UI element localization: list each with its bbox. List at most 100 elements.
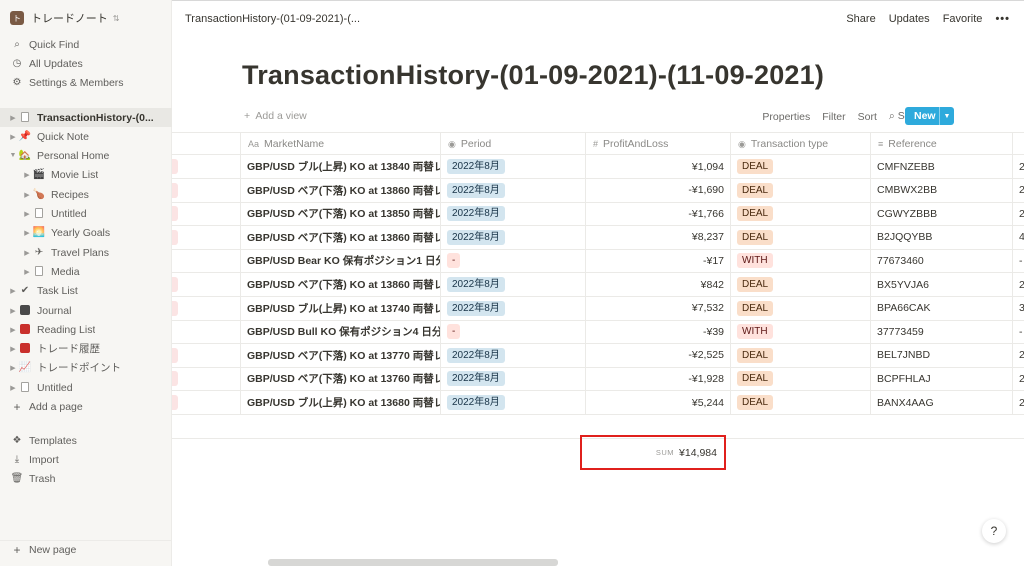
- updates-button[interactable]: Updates: [888, 13, 930, 25]
- sidebar-item-trade-history[interactable]: ▶ トレード履歴: [0, 339, 172, 358]
- workspace-switcher[interactable]: ト トレードノート ⇅: [0, 8, 172, 28]
- import-button[interactable]: ⤓ Import: [0, 450, 172, 469]
- column-header-extra[interactable]: [1012, 133, 1024, 155]
- market-name-cell[interactable]: GBP/USD ベア(下落) KO at 13860 両替レート: [240, 225, 440, 249]
- sum-calculation[interactable]: SUM ¥14,984: [580, 435, 726, 470]
- chevron-right-icon[interactable]: ▶: [10, 287, 16, 295]
- extra-cell[interactable]: 2: [1012, 367, 1024, 391]
- sidebar-item-quick-note[interactable]: ▶ 📌 Quick Note: [0, 127, 172, 146]
- column-header-profitandloss[interactable]: # ProfitAndLoss: [585, 133, 730, 155]
- quick-find-button[interactable]: ⌕ Quick Find: [0, 35, 172, 54]
- chevron-right-icon[interactable]: ▶: [24, 249, 30, 257]
- reference-cell[interactable]: BPA66CAK: [870, 296, 1012, 320]
- table-row[interactable]: GBP/USD ベア(下落) KO at 13850 両替レート 2022年8月 -…: [172, 202, 1024, 227]
- transaction-type-cell[interactable]: DEAL: [730, 202, 870, 226]
- table-row[interactable]: GBP/USD ベア(下落) KO at 13860 両替レート 2022年8月 ¥…: [172, 273, 1024, 297]
- sidebar-item-movie-list[interactable]: ▶ 🎬 Movie List: [0, 165, 172, 184]
- new-page-button[interactable]: + New page: [0, 540, 172, 559]
- reference-cell[interactable]: BEL7JNBD: [870, 343, 1012, 367]
- period-cell[interactable]: 2022年8月: [440, 296, 585, 320]
- market-name-cell[interactable]: GBP/USD Bull KO 保有ポジション4 日分 スワップ: [240, 320, 440, 344]
- new-button[interactable]: New ▼: [905, 107, 954, 125]
- add-page-button[interactable]: + Add a page: [0, 397, 172, 416]
- transaction-type-cell[interactable]: DEAL: [730, 155, 870, 178]
- transaction-type-cell[interactable]: DEAL: [730, 367, 870, 391]
- extra-cell[interactable]: 2: [1012, 343, 1024, 367]
- transaction-type-cell[interactable]: DEAL: [730, 343, 870, 367]
- chevron-down-icon[interactable]: ▼: [9, 152, 17, 159]
- settings-members-button[interactable]: ⚙ Settings & Members: [0, 73, 172, 92]
- period-cell[interactable]: 2022年8月: [440, 178, 585, 202]
- sidebar-item-trade-points[interactable]: ▶ 📈 トレードポイント: [0, 358, 172, 377]
- extra-cell[interactable]: 3: [1012, 296, 1024, 320]
- period-cell[interactable]: 2022年8月: [440, 391, 585, 414]
- market-name-cell[interactable]: GBP/USD ブル(上昇) KO at 13740 両替レート: [240, 296, 440, 320]
- sidebar-item-travel-plans[interactable]: ▶ ✈ Travel Plans: [0, 243, 172, 262]
- table-row[interactable]: GBP/USD ブル(上昇) KO at 13740 両替レート 2022年8月 ¥…: [172, 296, 1024, 321]
- reference-cell[interactable]: CMBWX2BB: [870, 178, 1012, 202]
- breadcrumb[interactable]: TransactionHistory-(01-09-2021)-(...: [185, 13, 361, 25]
- table-row[interactable]: GBP/USD ベア(下落) KO at 13760 両替レート 2022年8月 -…: [172, 367, 1024, 392]
- reference-cell[interactable]: BANX4AAG: [870, 391, 1012, 414]
- profit-and-loss-cell[interactable]: -¥17: [585, 249, 730, 273]
- reference-cell[interactable]: B2JQQYBB: [870, 225, 1012, 249]
- reference-cell[interactable]: 37773459: [870, 320, 1012, 344]
- sort-button[interactable]: Sort: [857, 110, 877, 123]
- chevron-right-icon[interactable]: ▶: [10, 114, 16, 122]
- extra-cell[interactable]: 2: [1012, 202, 1024, 226]
- profit-and-loss-cell[interactable]: -¥1,766: [585, 202, 730, 226]
- extra-cell[interactable]: 2: [1012, 155, 1024, 178]
- all-updates-button[interactable]: ◷ All Updates: [0, 54, 172, 73]
- extra-cell[interactable]: 2: [1012, 273, 1024, 296]
- trash-button[interactable]: 🗑 Trash: [10, 472, 56, 485]
- extra-cell[interactable]: 2: [1012, 178, 1024, 202]
- period-cell[interactable]: 2022年8月: [440, 225, 585, 249]
- market-name-cell[interactable]: GBP/USD ブル(上昇) KO at 13680 両替レート: [240, 391, 440, 414]
- column-header-reference[interactable]: ≡ Reference: [870, 133, 1012, 155]
- reference-cell[interactable]: BX5YVJA6: [870, 273, 1012, 296]
- period-cell[interactable]: -: [440, 320, 585, 344]
- chevron-right-icon[interactable]: ▶: [10, 326, 16, 334]
- period-cell[interactable]: 2022年8月: [440, 367, 585, 391]
- column-header-marketname[interactable]: Aa MarketName: [240, 133, 440, 155]
- column-header-period[interactable]: ◉ Period: [440, 133, 585, 155]
- table-row[interactable]: GBP/USD ブル(上昇) KO at 13680 両替レート 2022年8月 ¥…: [172, 391, 1024, 415]
- profit-and-loss-cell[interactable]: -¥39: [585, 320, 730, 344]
- sidebar-item-journal[interactable]: ▶ Journal: [0, 301, 172, 320]
- market-name-cell[interactable]: GBP/USD ベア(下落) KO at 13850 両替レート: [240, 202, 440, 226]
- period-cell[interactable]: 2022年8月: [440, 202, 585, 226]
- profit-and-loss-cell[interactable]: -¥1,928: [585, 367, 730, 391]
- sidebar-item-yearly-goals[interactable]: ▶ 🌅 Yearly Goals: [0, 223, 172, 242]
- reference-cell[interactable]: CMFNZEBB: [870, 155, 1012, 178]
- profit-and-loss-cell[interactable]: -¥1,690: [585, 178, 730, 202]
- profit-and-loss-cell[interactable]: -¥2,525: [585, 343, 730, 367]
- table-row[interactable]: GBP/USD Bear KO 保有ポジション1 日分 スワップ--¥17WIT…: [172, 249, 1024, 274]
- filter-button[interactable]: Filter: [822, 110, 846, 123]
- chevron-right-icon[interactable]: ▶: [24, 229, 30, 237]
- transaction-type-cell[interactable]: DEAL: [730, 296, 870, 320]
- profit-and-loss-cell[interactable]: ¥842: [585, 273, 730, 296]
- extra-cell[interactable]: 4: [1012, 225, 1024, 249]
- chevron-right-icon[interactable]: ▶: [24, 171, 30, 179]
- sidebar-item-personal-home[interactable]: ▼ 🏡 Personal Home: [9, 149, 110, 162]
- transaction-type-cell[interactable]: DEAL: [730, 178, 870, 202]
- help-button[interactable]: ?: [982, 519, 1006, 543]
- table-row[interactable]: GBP/USD Bull KO 保有ポジション4 日分 スワップ--¥39WIT…: [172, 320, 1024, 345]
- favorite-button[interactable]: Favorite: [942, 13, 983, 25]
- extra-cell[interactable]: 2: [1012, 391, 1024, 414]
- share-button[interactable]: Share: [846, 13, 876, 25]
- extra-cell[interactable]: -: [1012, 249, 1024, 273]
- horizontal-scrollbar[interactable]: [268, 559, 558, 566]
- reference-cell[interactable]: 77673460: [870, 249, 1012, 273]
- sidebar-item-task-list[interactable]: ▶ ✔ Task List: [0, 281, 172, 300]
- transaction-type-cell[interactable]: WITH: [730, 320, 870, 344]
- sidebar-item-transaction-history[interactable]: ▶ TransactionHistory-(0...: [0, 108, 172, 127]
- period-cell[interactable]: 2022年8月: [440, 273, 585, 296]
- add-view-button[interactable]: + Add a view: [244, 110, 307, 122]
- chevron-right-icon[interactable]: ▶: [24, 191, 30, 199]
- reference-cell[interactable]: CGWYZBBB: [870, 202, 1012, 226]
- chevron-right-icon[interactable]: ▶: [24, 268, 30, 276]
- properties-button[interactable]: Properties: [762, 110, 811, 123]
- profit-and-loss-cell[interactable]: ¥8,237: [585, 225, 730, 249]
- column-header-transaction-type[interactable]: ◉ Transaction type: [730, 133, 870, 155]
